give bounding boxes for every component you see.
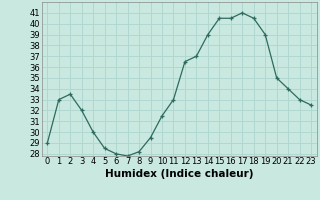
X-axis label: Humidex (Indice chaleur): Humidex (Indice chaleur) (105, 169, 253, 179)
